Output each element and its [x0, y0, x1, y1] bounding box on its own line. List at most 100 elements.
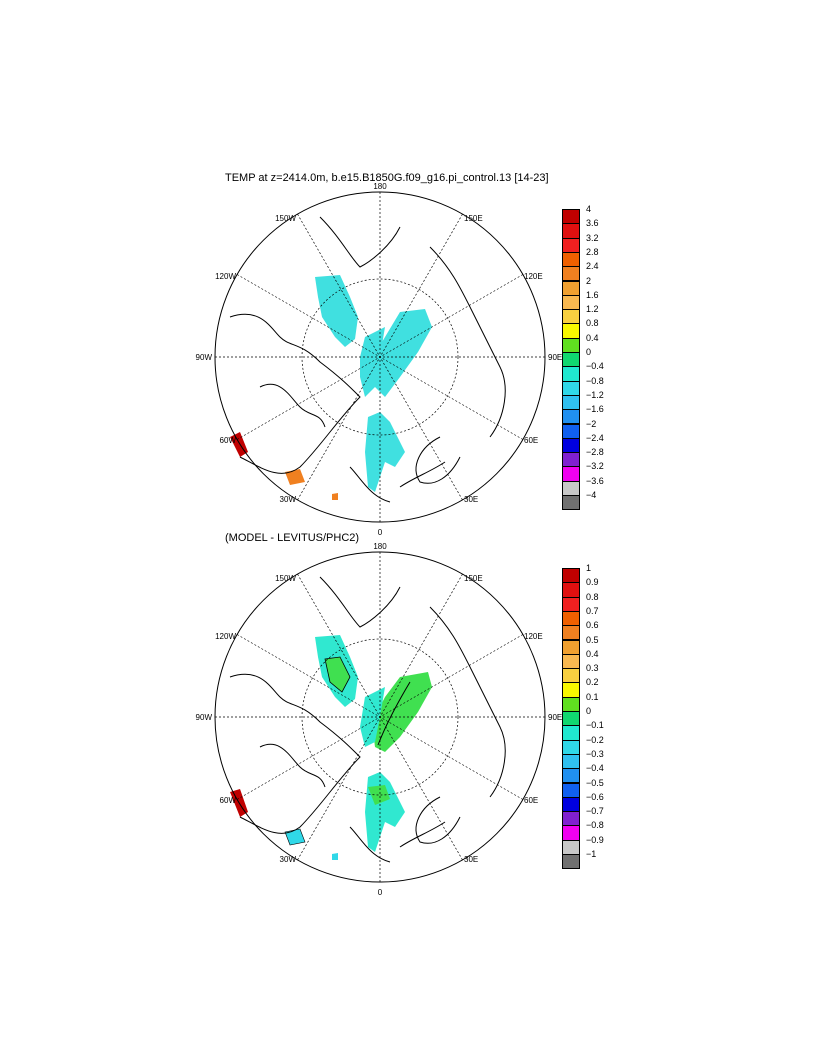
coastline [349, 466, 391, 503]
colorbar-label: −0.5 [586, 777, 604, 788]
colorbar-label: 0.7 [586, 605, 599, 616]
colorbar-swatch [562, 437, 580, 454]
colorbar-label: 0.6 [586, 620, 599, 631]
coastline [349, 826, 391, 863]
lon-label: 60W [220, 796, 237, 805]
colorbar-label: −0.4 [586, 763, 604, 774]
colorbar-label: 0.8 [586, 591, 599, 602]
field-patch [332, 493, 338, 500]
latitude-circle [301, 278, 459, 436]
colorbar-swatch [562, 739, 580, 755]
colorbar-swatch [562, 811, 580, 827]
lon-label: 90W [196, 713, 213, 722]
colorbar-label: −0.9 [586, 834, 604, 845]
colorbar-label: −0.2 [586, 734, 604, 745]
colorbar-label: 0 [586, 347, 592, 357]
colorbar-label: 4 [586, 204, 592, 214]
lon-label: 180 [373, 182, 387, 191]
colorbar-label: −0.8 [586, 820, 604, 831]
lon-label: 30W [280, 495, 297, 504]
colorbar-swatch [562, 466, 580, 482]
colorbar-label: 2.4 [586, 261, 599, 272]
colorbar-label: 0.9 [586, 577, 599, 588]
colorbar-label: −0.4 [586, 361, 604, 372]
colorbar-label: 1.6 [586, 289, 599, 300]
coastline [229, 673, 361, 834]
colorbar-swatch [562, 825, 580, 841]
colorbar-swatch [562, 223, 580, 239]
colorbar-swatch [562, 725, 580, 741]
coastline [415, 796, 461, 844]
colorbar-swatch [562, 209, 580, 225]
colorbar-swatch [562, 625, 580, 641]
colorbar-label: −1.6 [586, 404, 604, 415]
colorbar-label: 0.4 [586, 332, 599, 343]
colorbar-swatch [562, 668, 580, 684]
colorbar-swatch [562, 639, 580, 655]
polar-map-2: 180 0 90W 90E 150W 120W 60W 30W 150E 120… [196, 542, 563, 897]
coastline [415, 436, 461, 484]
colorbar-label: 0.3 [586, 663, 599, 674]
colorbar-swatch [562, 452, 580, 468]
coastline [259, 384, 326, 428]
colorbar-swatch [562, 366, 580, 382]
field-patch [368, 785, 390, 805]
colorbar-label: −3.6 [586, 475, 604, 486]
lon-label: 90W [196, 353, 213, 362]
colorbar-label: 2 [586, 275, 592, 286]
map-boundary [214, 551, 546, 883]
colorbar-swatch [562, 266, 580, 282]
colorbar-swatch [562, 682, 580, 698]
colorbar-swatch [562, 280, 580, 296]
polar-map-1: 180 0 90W 90E 150W 120W 60W 30W 150E 120… [196, 182, 563, 537]
field-patch [230, 432, 248, 457]
colorbar-label: −2.4 [586, 432, 604, 443]
colorbar-swatch [562, 782, 580, 798]
coastline [429, 606, 506, 798]
field-patch [370, 309, 432, 397]
field-patch [285, 469, 305, 485]
colorbar-swatch [562, 768, 580, 784]
colorbar-label: −0.8 [586, 375, 604, 386]
lon-label: 150E [464, 214, 483, 223]
field-patch [324, 656, 351, 693]
colorbar-label: 1 [586, 563, 592, 573]
colorbar-label: −2 [586, 418, 597, 429]
colorbar-swatch [562, 237, 580, 253]
coastline [319, 216, 401, 268]
coastline [259, 744, 326, 788]
colorbar-swatch [562, 653, 580, 670]
lon-label: 120W [215, 272, 236, 281]
lon-label: 30W [280, 855, 297, 864]
lon-label: 120E [524, 272, 543, 281]
coastline [429, 246, 506, 438]
lon-label: 150W [275, 574, 296, 583]
field-patch [365, 412, 405, 492]
colorbar-swatch [562, 582, 580, 598]
panel1-title: TEMP at z=2414.0m, b.e15.B1850G.f09_g16.… [225, 172, 549, 184]
colorbar-label: 2.8 [586, 246, 599, 257]
colorbar-swatch [562, 696, 580, 712]
colorbar-swatch [562, 352, 580, 368]
colorbar-label: −0.3 [586, 748, 604, 759]
map-boundary [214, 191, 546, 523]
colorbar-label: 3.6 [586, 218, 599, 229]
lon-label: 60E [524, 796, 538, 805]
lon-label: 120W [215, 632, 236, 641]
colorbar-label: 0.4 [586, 648, 599, 659]
colorbar-2: 1 0.9 0.8 0.7 0.6 0.5 0.4 0.3 0.2 0.1 0 −0.1 −0.2 −0.… [562, 563, 622, 870]
lon-label: 0 [378, 528, 383, 537]
field-patch [332, 853, 338, 860]
colorbar-label: 0.5 [586, 634, 599, 645]
field-patch [315, 275, 358, 347]
colorbar-label: −4 [586, 490, 597, 500]
colorbar-swatch [562, 380, 580, 396]
colorbar-swatch [562, 294, 580, 311]
lon-label: 90E [548, 353, 562, 362]
lon-label: 150E [464, 574, 483, 583]
colorbar-swatch [562, 323, 580, 339]
colorbar-swatch [562, 568, 580, 584]
colorbar-swatch [562, 596, 580, 612]
lon-label: 60W [220, 436, 237, 445]
colorbar-swatch [562, 251, 580, 268]
